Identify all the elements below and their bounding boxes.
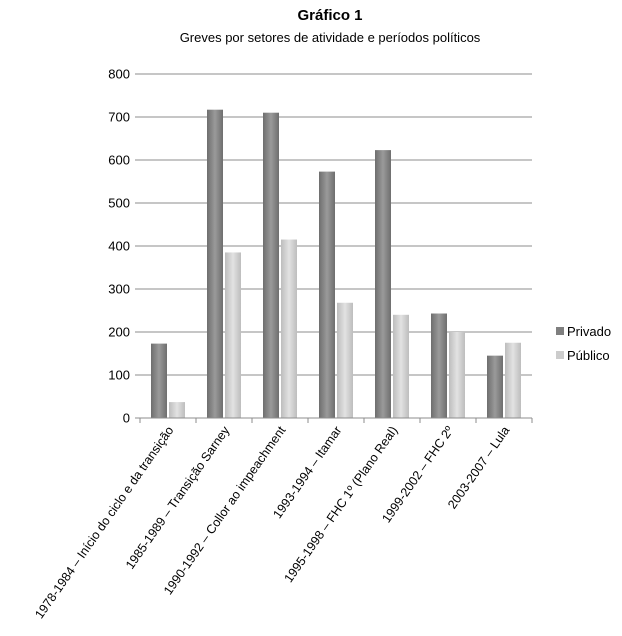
bars bbox=[151, 109, 521, 419]
legend-label-privado: Privado bbox=[567, 324, 611, 339]
bar-publico bbox=[281, 239, 297, 418]
category-labels: 1978-1984 – Início do ciclo e da transiç… bbox=[32, 423, 512, 621]
bar-privado bbox=[375, 150, 391, 419]
bar-publico bbox=[505, 342, 521, 418]
bar-publico bbox=[169, 402, 185, 418]
y-tick-label: 500 bbox=[108, 196, 130, 211]
y-tick-label: 700 bbox=[108, 110, 130, 125]
legend-swatch-privado bbox=[556, 327, 564, 335]
x-category-label: 1985-1989 – Transição Sarney bbox=[123, 423, 233, 572]
bar-privado bbox=[319, 171, 335, 418]
bar-publico bbox=[449, 332, 465, 418]
bar-privado bbox=[207, 109, 223, 418]
y-tick-label: 300 bbox=[108, 282, 130, 297]
y-axis-ticks: 0 100 200 300 400 500 600 700 800 bbox=[108, 67, 140, 426]
y-tick-label: 200 bbox=[108, 325, 130, 340]
bar-publico bbox=[225, 252, 241, 418]
bar-privado bbox=[431, 313, 447, 418]
bar-privado bbox=[151, 343, 167, 418]
x-axis-ticks bbox=[139, 418, 533, 423]
legend-swatch-publico bbox=[556, 351, 564, 359]
y-tick-label: 0 bbox=[123, 411, 130, 426]
legend-label-publico: Público bbox=[567, 348, 610, 363]
x-category-label: 1990-1992 – Collor ao impeachment bbox=[161, 423, 289, 597]
bar-privado bbox=[263, 112, 279, 418]
y-tick-label: 600 bbox=[108, 153, 130, 168]
x-category-label: 2003-2007 – Lula bbox=[445, 424, 512, 512]
legend: Privado Público bbox=[556, 324, 611, 363]
gridlines bbox=[140, 73, 532, 376]
x-category-label: 1995-1998 – FHC 1º (Plano Real) bbox=[282, 424, 401, 585]
bar-publico bbox=[337, 302, 353, 418]
chart-subtitle: Greves por setores de atividade e períod… bbox=[180, 30, 481, 45]
y-tick-label: 100 bbox=[108, 368, 130, 383]
bar-publico bbox=[393, 314, 409, 418]
y-tick-label: 400 bbox=[108, 239, 130, 254]
bar-privado bbox=[487, 355, 503, 418]
y-tick-label: 800 bbox=[108, 67, 130, 82]
chart-title: Gráfico 1 bbox=[297, 7, 362, 24]
